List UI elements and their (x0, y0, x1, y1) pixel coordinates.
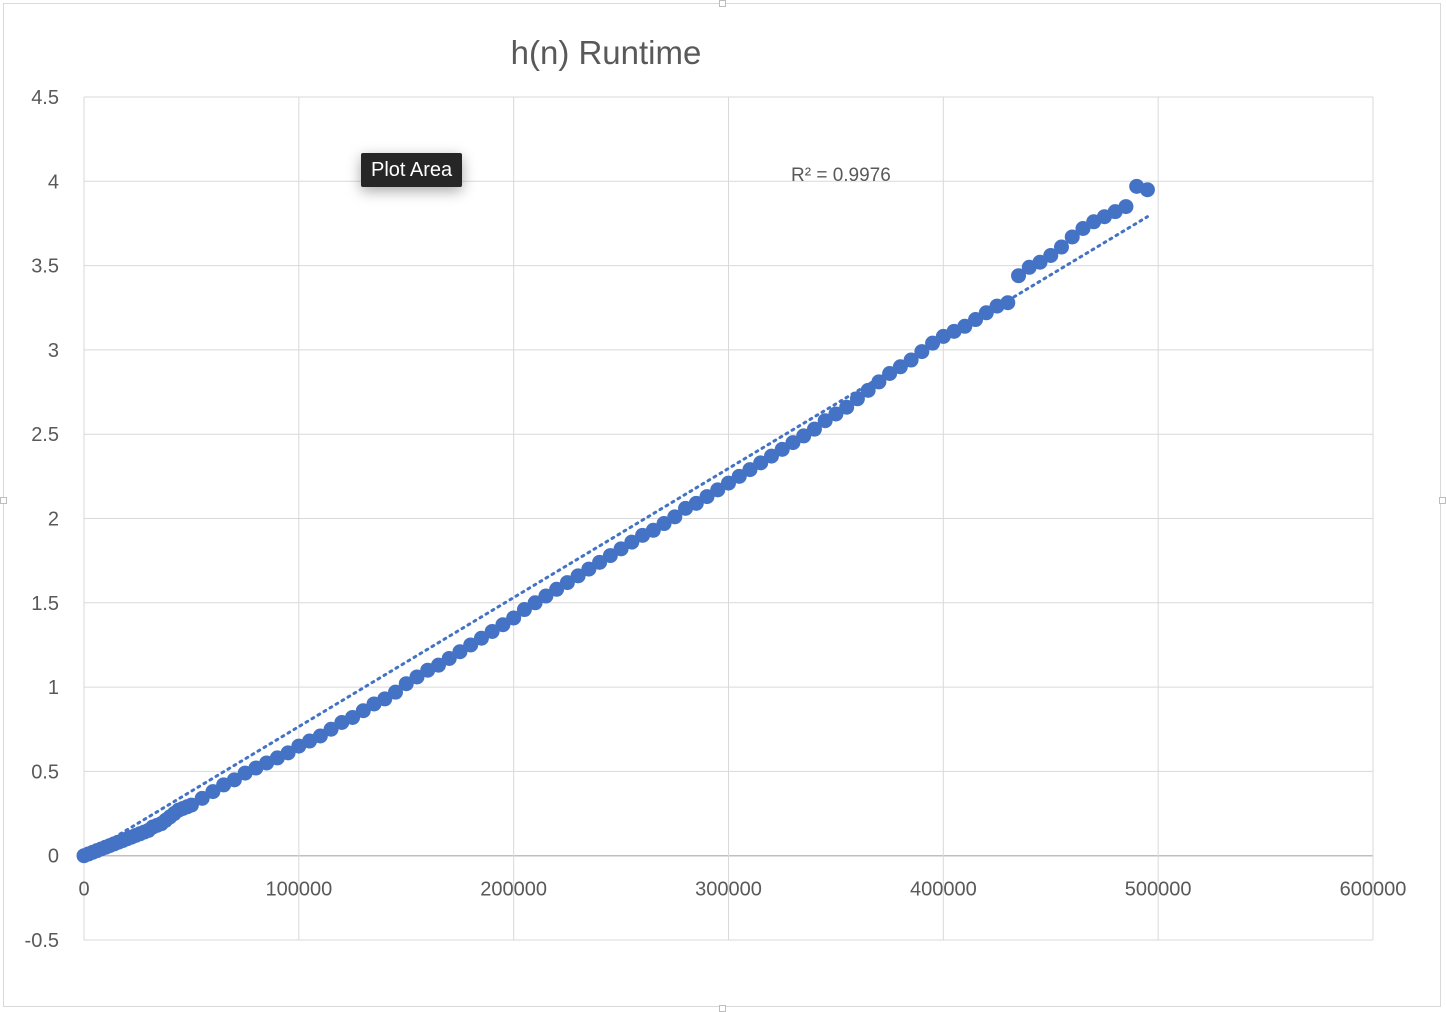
data-point[interactable] (280, 745, 296, 761)
data-point[interactable] (860, 382, 876, 398)
x-tick-label: 600000 (1340, 879, 1407, 901)
y-tick-label: 3.5 (31, 256, 59, 278)
y-tick-label: 0.5 (31, 761, 59, 783)
resize-handle-top[interactable] (719, 0, 726, 7)
data-point[interactable] (430, 657, 446, 673)
data-point[interactable] (667, 509, 683, 525)
x-tick-label: 100000 (265, 879, 332, 901)
data-point[interactable] (441, 650, 457, 666)
y-tick-label: -0.5 (25, 930, 59, 952)
resize-handle-left[interactable] (0, 497, 7, 504)
data-point[interactable] (849, 391, 865, 407)
data-point[interactable] (968, 312, 984, 328)
data-point[interactable] (806, 421, 822, 437)
data-point[interactable] (452, 644, 468, 660)
data-point[interactable] (473, 630, 489, 646)
data-point[interactable] (538, 588, 554, 604)
x-tick-label: 300000 (695, 879, 762, 901)
data-point[interactable] (656, 516, 672, 532)
data-point[interactable] (925, 335, 941, 351)
y-tick-label: 3 (48, 340, 59, 362)
data-point[interactable] (731, 468, 747, 484)
data-point[interactable] (549, 581, 565, 597)
x-tick-label: 500000 (1125, 879, 1192, 901)
data-point[interactable] (1075, 221, 1091, 237)
y-tick-label: 0 (48, 846, 59, 868)
data-point[interactable] (570, 568, 586, 584)
data-point[interactable] (914, 344, 930, 360)
x-axis-ticks: 0 100000 200000 300000 400000 500000 600000 (78, 879, 1406, 901)
y-tick-label: 2.5 (31, 424, 59, 446)
chart-frame[interactable] (3, 3, 1441, 1007)
y-tick-label: 1.5 (31, 593, 59, 615)
data-point[interactable] (495, 617, 511, 633)
data-point[interactable] (398, 676, 414, 692)
r-squared-label[interactable]: R² = 0.9976 (791, 165, 891, 186)
data-point[interactable] (742, 462, 758, 478)
data-point[interactable] (871, 374, 887, 390)
y-tick-label: 4 (48, 171, 59, 193)
data-point[interactable] (463, 637, 479, 653)
data-point[interactable] (1118, 199, 1134, 215)
data-point[interactable] (1053, 239, 1069, 255)
data-point[interactable] (205, 784, 221, 800)
y-axis-ticks: 4.5 4 3.5 3 2.5 2 1.5 1 0.5 0 -0.5 (25, 87, 59, 952)
y-tick-label: 1 (48, 677, 59, 699)
plot-area-tooltip: Plot Area (361, 153, 463, 187)
data-point[interactable] (710, 482, 726, 498)
data-point[interactable] (1032, 254, 1048, 270)
data-point[interactable] (345, 709, 361, 725)
data-point[interactable] (1000, 295, 1016, 311)
data-point[interactable] (527, 595, 543, 611)
data-point[interactable] (796, 428, 812, 444)
data-point[interactable] (1139, 182, 1155, 198)
data-point[interactable] (978, 305, 994, 321)
data-point[interactable] (645, 522, 661, 538)
data-point[interactable] (592, 554, 608, 570)
x-tick-label: 0 (78, 879, 89, 901)
data-point[interactable] (516, 602, 532, 618)
data-point[interactable] (484, 623, 500, 639)
data-point[interactable] (183, 797, 199, 813)
data-point[interactable] (957, 318, 973, 334)
data-point[interactable] (506, 610, 522, 626)
data-point[interactable] (226, 772, 242, 788)
data-point[interactable] (1064, 229, 1080, 245)
data-point[interactable] (817, 413, 833, 429)
gridlines (83, 96, 1374, 941)
data-point[interactable] (785, 435, 801, 451)
x-tick-label: 400000 (910, 879, 977, 901)
data-point[interactable] (699, 489, 715, 505)
data-point[interactable] (624, 534, 640, 550)
data-point[interactable] (688, 495, 704, 511)
data-point[interactable] (1043, 247, 1059, 263)
data-point[interactable] (409, 669, 425, 685)
data-point[interactable] (828, 406, 844, 422)
data-point[interactable] (194, 790, 210, 806)
data-point[interactable] (312, 728, 328, 744)
data-point[interactable] (559, 575, 575, 591)
data-point[interactable] (774, 441, 790, 457)
data-point[interactable] (581, 561, 597, 577)
data-point[interactable] (1011, 268, 1027, 284)
data-point[interactable] (721, 475, 736, 491)
data-point[interactable] (763, 448, 779, 464)
data-point[interactable] (753, 455, 769, 471)
data-point[interactable] (892, 359, 908, 375)
data-point[interactable] (388, 684, 404, 700)
data-point[interactable] (903, 352, 919, 368)
x-tick-label: 200000 (480, 879, 547, 901)
chart-title: h(n) Runtime (511, 34, 702, 71)
data-point[interactable] (613, 541, 629, 557)
data-points[interactable] (76, 178, 1155, 864)
y-tick-label: 2 (48, 509, 59, 531)
data-point[interactable] (377, 691, 393, 707)
data-point[interactable] (839, 399, 855, 415)
y-tick-label: 4.5 (31, 87, 59, 109)
data-point[interactable] (323, 721, 339, 737)
data-point[interactable] (882, 366, 898, 382)
data-point[interactable] (355, 703, 371, 719)
data-point[interactable] (602, 548, 618, 564)
